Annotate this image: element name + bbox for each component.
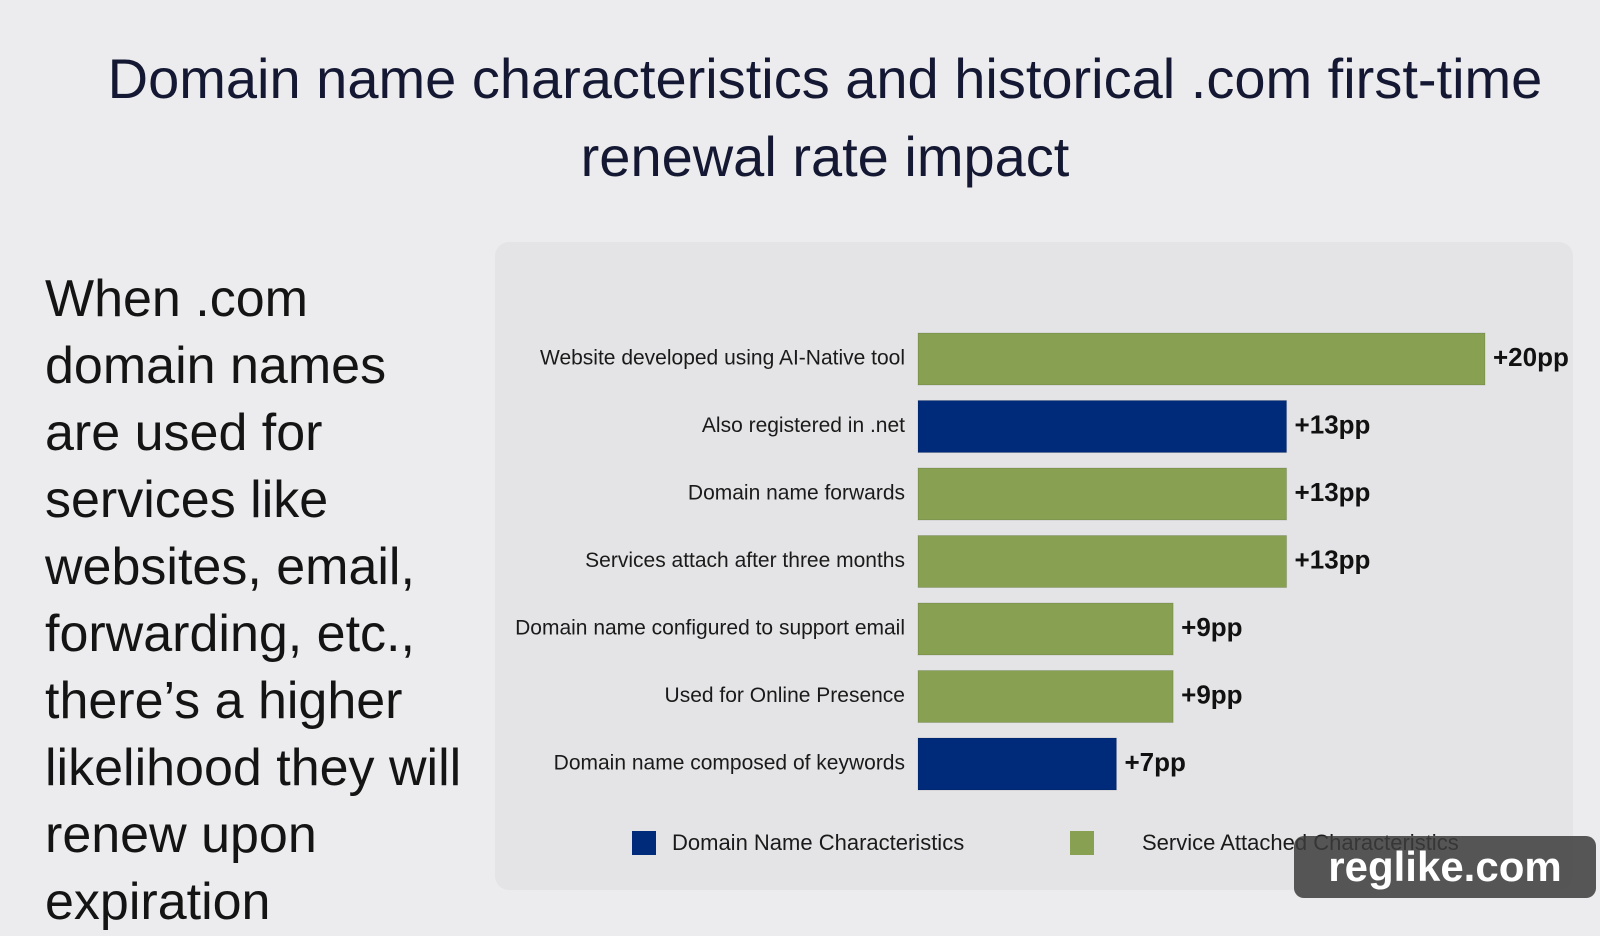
- value-label: +9pp: [1181, 679, 1242, 709]
- value-label: +7pp: [1124, 747, 1185, 777]
- slide-title: Domain name characteristics and historic…: [107, 47, 1543, 188]
- bar: [917, 737, 1117, 791]
- bar: [917, 535, 1288, 588]
- watermark: reglike.com: [1294, 836, 1596, 898]
- bar: [917, 400, 1288, 453]
- value-label: +13pp: [1295, 544, 1371, 574]
- body-text: When .com domain names are used for serv…: [45, 270, 462, 931]
- value-label: +9pp: [1181, 612, 1242, 642]
- value-label: +20pp: [1493, 342, 1569, 372]
- legend-label: Domain Name Characteristics: [672, 830, 964, 855]
- category-label: Domain name forwards: [688, 482, 905, 505]
- legend-swatch: [632, 831, 656, 855]
- category-label: Domain name configured to support email: [515, 617, 905, 640]
- category-label: Used for Online Presence: [665, 684, 905, 707]
- value-label: +13pp: [1295, 409, 1371, 439]
- chart: Website developed using AI-Native tool +2…: [515, 332, 1569, 855]
- bar: [917, 332, 1486, 386]
- bar: [917, 670, 1174, 723]
- category-label: Website developed using AI-Native tool: [540, 347, 905, 370]
- category-label: Services attach after three months: [585, 549, 905, 572]
- legend-swatch: [1070, 831, 1094, 855]
- category-label: Domain name composed of keywords: [554, 752, 905, 775]
- category-label: Also registered in .net: [702, 414, 905, 437]
- bar: [917, 467, 1288, 521]
- slide: Domain name characteristics and historic…: [45, 47, 1596, 931]
- bar: [917, 602, 1174, 656]
- value-label: +13pp: [1295, 477, 1371, 507]
